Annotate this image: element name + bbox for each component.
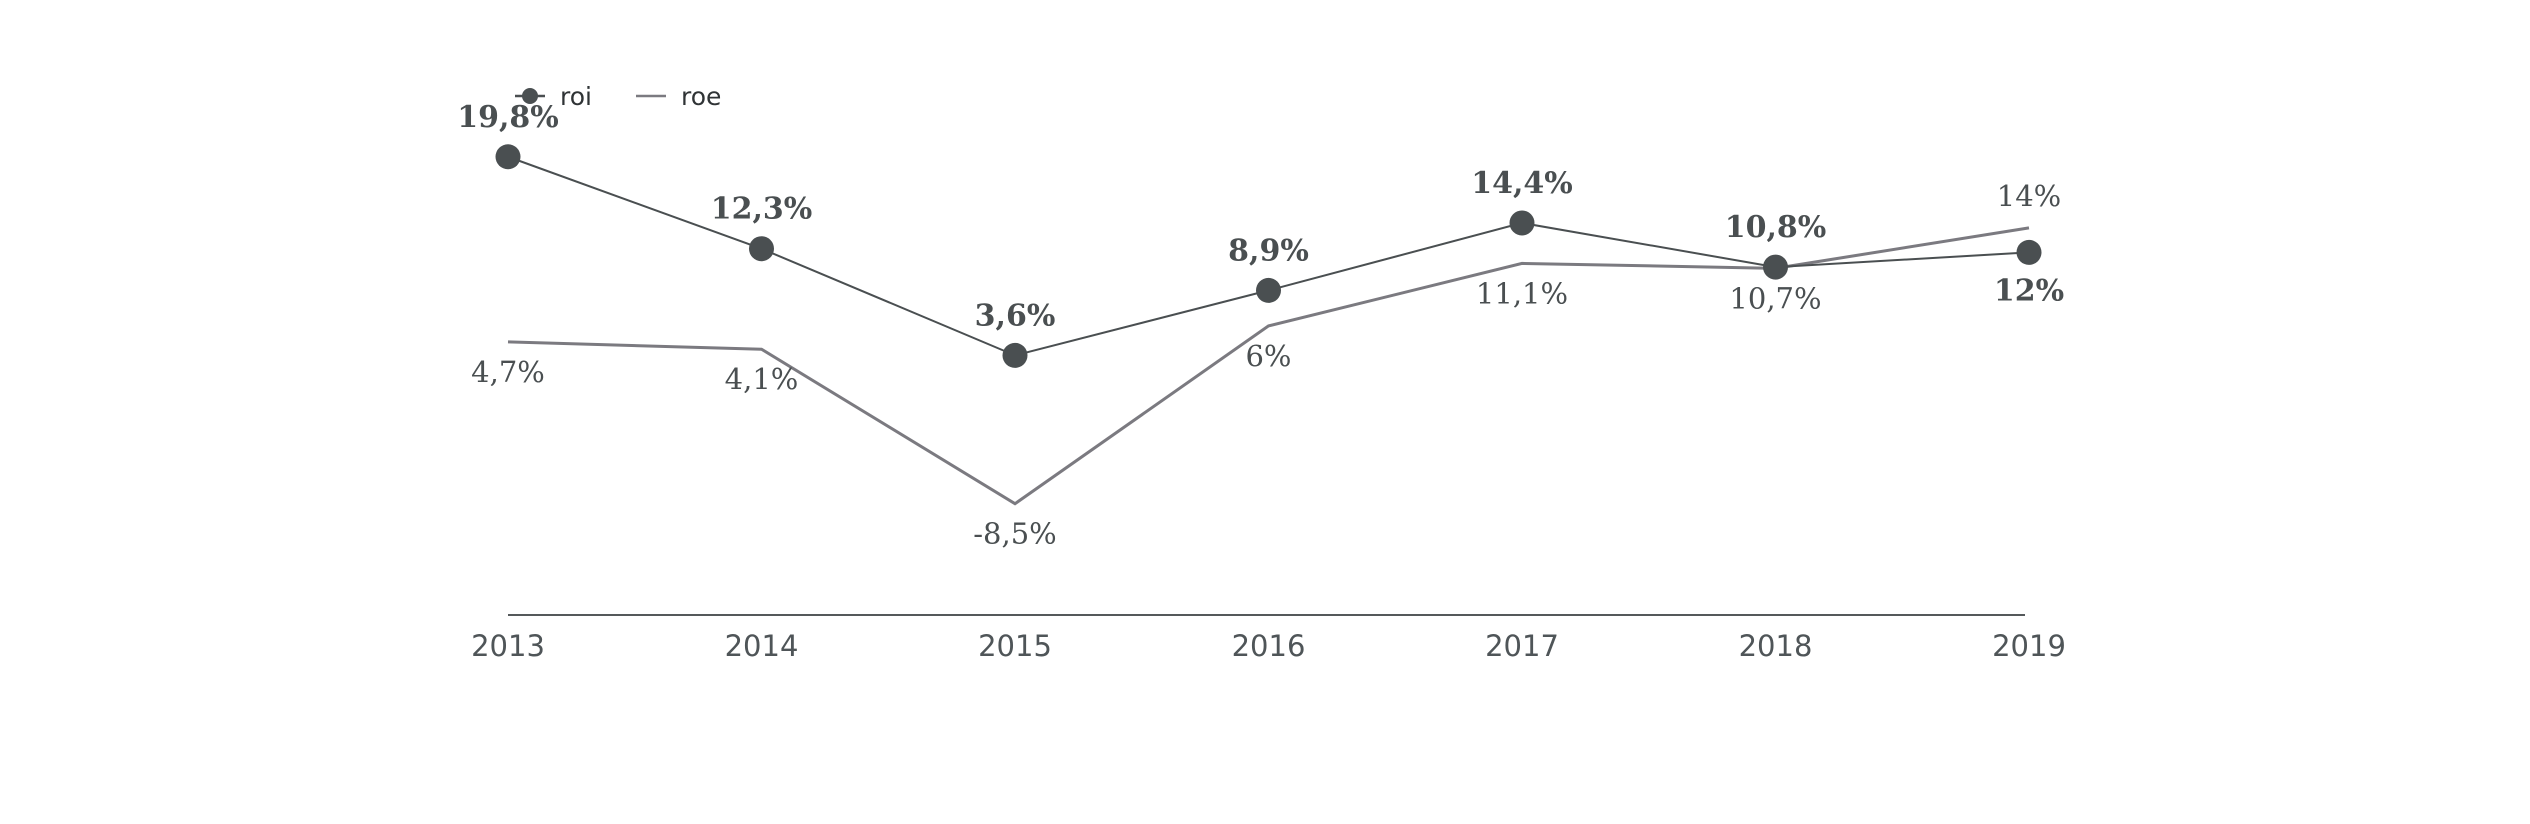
roi-point xyxy=(1256,277,1281,303)
roe-data-label: 10,7% xyxy=(1729,281,1821,315)
roi-data-label: 12% xyxy=(1994,273,2064,308)
roe-data-label: 11,1% xyxy=(1476,276,1568,310)
series-layer xyxy=(495,144,2042,506)
legend-roi-label: roi xyxy=(560,82,592,111)
roe-data-label: -8,5% xyxy=(973,517,1056,551)
x-tick-label: 2014 xyxy=(725,629,799,663)
roi-point xyxy=(1509,210,1535,236)
legend: roi roe xyxy=(515,82,721,111)
roe-data-label: 14% xyxy=(1997,179,2061,213)
roi-data-label: 8,9% xyxy=(1228,233,1309,268)
roi-point xyxy=(749,236,774,262)
roi-point xyxy=(495,144,521,170)
roi-point xyxy=(1763,254,1788,280)
x-tick-label: 2019 xyxy=(1992,629,2066,663)
roi-point xyxy=(2016,239,2042,265)
roi-data-label: 14,4% xyxy=(1471,166,1573,201)
roi-data-label: 3,6% xyxy=(975,298,1056,333)
x-tick-label: 2015 xyxy=(978,629,1052,663)
legend-roi-marker-swatch xyxy=(522,88,538,104)
x-tick-label: 2016 xyxy=(1232,629,1306,663)
x-tick-label: 2013 xyxy=(471,629,545,663)
x-tick-label: 2018 xyxy=(1739,629,1813,663)
legend-item-roe: roe xyxy=(636,82,721,111)
x-axis-tick-labels: 2013 2014 2015 2016 2017 2018 2019 xyxy=(471,629,2066,663)
roe-data-label: 4,1% xyxy=(725,362,799,396)
legend-roe-label: roe xyxy=(681,82,721,111)
roe-data-label: 4,7% xyxy=(471,355,545,389)
roi-data-label: 12,3% xyxy=(711,192,813,227)
roi-point xyxy=(1002,342,1028,368)
roe-data-label: 6% xyxy=(1245,339,1291,373)
data-labels-layer: 19,8% 12,3% 3,6% 8,9% 14,4% 10,8% 12% 4,7% 4,1% -… xyxy=(457,100,2064,551)
roi-data-label: 10,8% xyxy=(1725,210,1827,245)
legend-item-roi: roi xyxy=(515,82,592,111)
x-tick-label: 2017 xyxy=(1485,629,1559,663)
roi-data-label: 19,8% xyxy=(457,100,559,135)
